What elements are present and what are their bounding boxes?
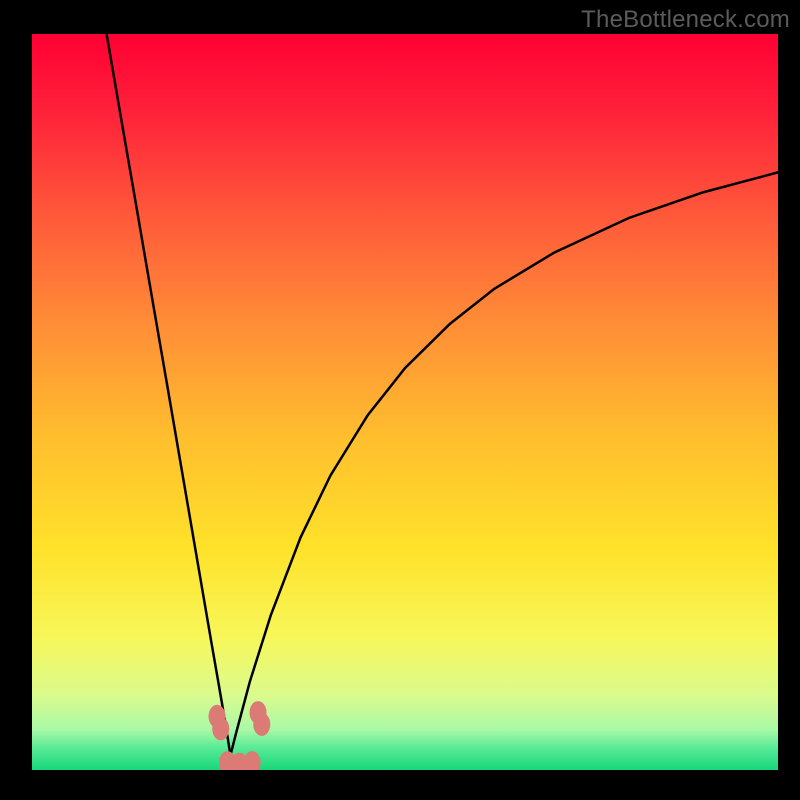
marker-point <box>244 752 260 770</box>
chart-stage: TheBottleneck.com <box>0 0 800 800</box>
watermark-text: TheBottleneck.com <box>581 6 790 34</box>
plot-area <box>32 34 778 770</box>
marker-point <box>254 713 270 735</box>
marker-point <box>213 718 229 740</box>
data-markers <box>32 34 778 770</box>
